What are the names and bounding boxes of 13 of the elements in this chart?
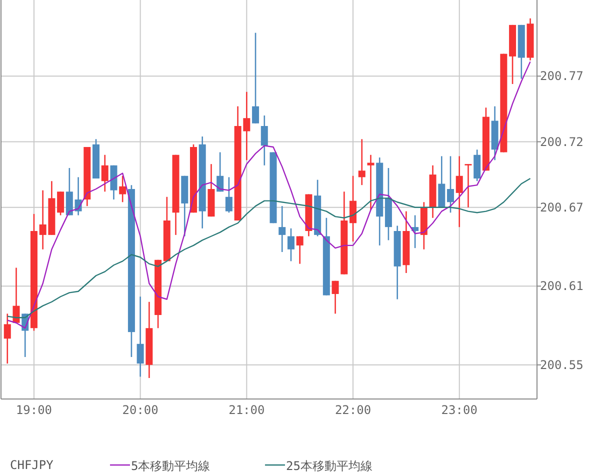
y-tick-label: 200.72 bbox=[540, 134, 584, 149]
x-tick-label: 23:00 bbox=[441, 403, 478, 417]
y-tick-label: 200.67 bbox=[540, 200, 584, 214]
y-tick-label: 200.77 bbox=[540, 69, 584, 84]
text: CHFJPY bbox=[10, 458, 54, 472]
legend-label: 25本移動平均線 bbox=[286, 459, 372, 473]
y-tick-label: 200.61 bbox=[540, 279, 584, 294]
x-tick-label: 20:00 bbox=[122, 403, 158, 417]
x-tick-label: 22:00 bbox=[334, 403, 372, 417]
x-tick-label: 21:00 bbox=[228, 403, 265, 417]
legend-label: 5本移動平均線 bbox=[131, 459, 210, 473]
x-tick-label: 19:00 bbox=[16, 403, 52, 417]
y-tick-label: 200.55 bbox=[540, 358, 584, 372]
